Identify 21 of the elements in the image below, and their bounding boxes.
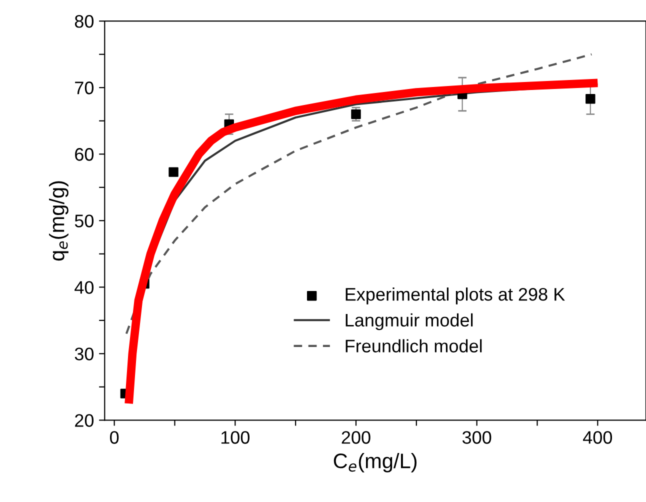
y-tick-label: 40 [74, 281, 94, 294]
y-axis-title: q$_{e}$(mg/g) [49, 181, 68, 261]
point [168, 167, 178, 177]
x-axis-title: C$_{e}$(mg/L) [334, 452, 417, 472]
legend-label: Langmuir model [346, 313, 473, 330]
y-tick-label: 80 [74, 15, 94, 28]
legend-label: Experimental plots at 298 K [346, 287, 565, 304]
y-tick-label: 20 [75, 414, 94, 427]
point [586, 94, 596, 104]
point [351, 109, 361, 120]
x-tick-label: 300 [462, 431, 492, 444]
y-tick-label: 50 [74, 214, 94, 228]
x-tick-label: 200 [342, 431, 370, 444]
x-tick-label: 100 [221, 431, 250, 444]
legend-label: Freundlich model [346, 339, 482, 352]
y-tick-label: 60 [75, 148, 94, 161]
y-tick-label: 30 [74, 348, 94, 360]
y-tick-label: 70 [75, 82, 94, 94]
line-series [125, 53, 593, 335]
x-tick-label: 400 [583, 431, 612, 444]
x-tick-label: 0 [110, 431, 119, 444]
